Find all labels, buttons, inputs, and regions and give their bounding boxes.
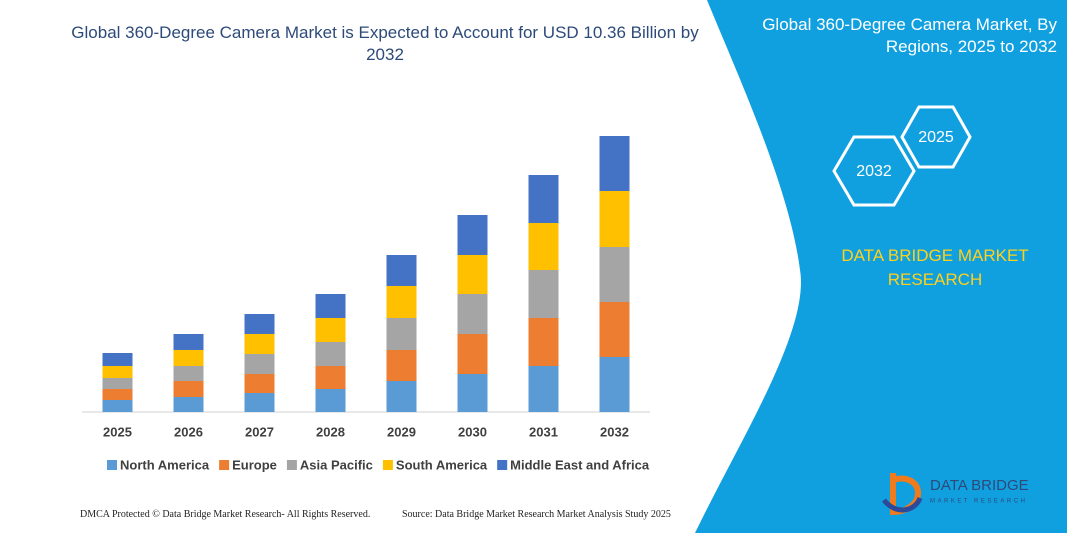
footer-right: Source: Data Bridge Market Research Mark… — [402, 509, 671, 520]
bar-segment — [173, 366, 204, 381]
bar-segment — [173, 334, 204, 350]
bar-segment — [315, 318, 346, 342]
x-tick-label: 2028 — [316, 424, 345, 439]
legend-swatch — [286, 460, 297, 470]
hex-label: 2025 — [918, 129, 954, 146]
bar-segment — [457, 215, 488, 255]
legend-label: North America — [120, 457, 210, 472]
bar-segment — [528, 223, 559, 270]
bar-segment — [386, 286, 417, 318]
legend-swatch — [382, 460, 393, 470]
legend-swatch — [107, 460, 117, 470]
x-tick-label: 2031 — [529, 424, 558, 439]
bar-segment — [173, 381, 204, 397]
bar-segment — [173, 350, 204, 366]
footer-left: DMCA Protected © Data Bridge Market Rese… — [80, 509, 371, 520]
bar-segment — [386, 381, 417, 412]
bar-segment — [457, 255, 488, 294]
legend-label: Europe — [232, 457, 277, 472]
bar-segment — [244, 393, 275, 412]
bar-segment — [599, 247, 630, 302]
panel-title: Global 360-Degree Camera Market, By Regi… — [762, 15, 1057, 56]
brand: DATA BRIDGE MARKET RESEARCH — [841, 246, 1029, 289]
bar-segment — [386, 255, 417, 286]
bar-segment — [102, 353, 133, 366]
bar-segment — [599, 136, 630, 191]
x-tick-label: 2032 — [600, 424, 629, 439]
legend-label: Middle East and Africa — [510, 457, 650, 472]
bar-segment — [315, 389, 346, 412]
x-tick-label: 2029 — [387, 424, 416, 439]
bar-segment — [386, 350, 417, 381]
bar-segment — [528, 318, 559, 366]
bar-segment — [315, 342, 346, 366]
bar-segment — [457, 294, 488, 334]
bar-segment — [102, 400, 133, 412]
bar-segment — [599, 357, 630, 412]
x-tick-label: 2025 — [103, 424, 132, 439]
bar-segment — [599, 302, 630, 357]
bar-segment — [244, 374, 275, 393]
bar-segment — [528, 366, 559, 412]
chart-title: Global 360-Degree Camera Market is Expec… — [71, 23, 699, 64]
bar-segment — [528, 270, 559, 318]
x-tick-label: 2026 — [174, 424, 203, 439]
bar-segment — [457, 374, 488, 412]
logo-tagline: MARKET RESEARCH — [930, 499, 1027, 505]
legend-swatch — [497, 460, 508, 470]
bar-segment — [386, 318, 417, 350]
legend-swatch — [219, 460, 230, 470]
logo-name: DATA BRIDGE — [930, 477, 1029, 494]
side-panel — [695, 0, 1067, 533]
bar-segment — [528, 175, 559, 223]
x-tick-label: 2027 — [245, 424, 274, 439]
hexagon — [900, 105, 972, 169]
logo-mark — [881, 496, 923, 513]
bar-segment — [102, 389, 133, 400]
bar-segment — [315, 294, 346, 318]
bar-segment — [244, 314, 275, 334]
hex-label: 2032 — [856, 163, 892, 180]
legend-label: South America — [396, 457, 488, 472]
bar-segment — [244, 354, 275, 374]
bar-segment — [315, 366, 346, 389]
legend-label: Asia Pacific — [300, 457, 373, 472]
bar-segment — [173, 397, 204, 412]
bar-segment — [244, 334, 275, 354]
x-tick-label: 2030 — [458, 424, 487, 439]
bar-segment — [599, 191, 630, 247]
bar-segment — [102, 378, 133, 389]
bar-segment — [102, 366, 133, 378]
bar-segment — [457, 334, 488, 374]
hexagon — [832, 135, 916, 207]
